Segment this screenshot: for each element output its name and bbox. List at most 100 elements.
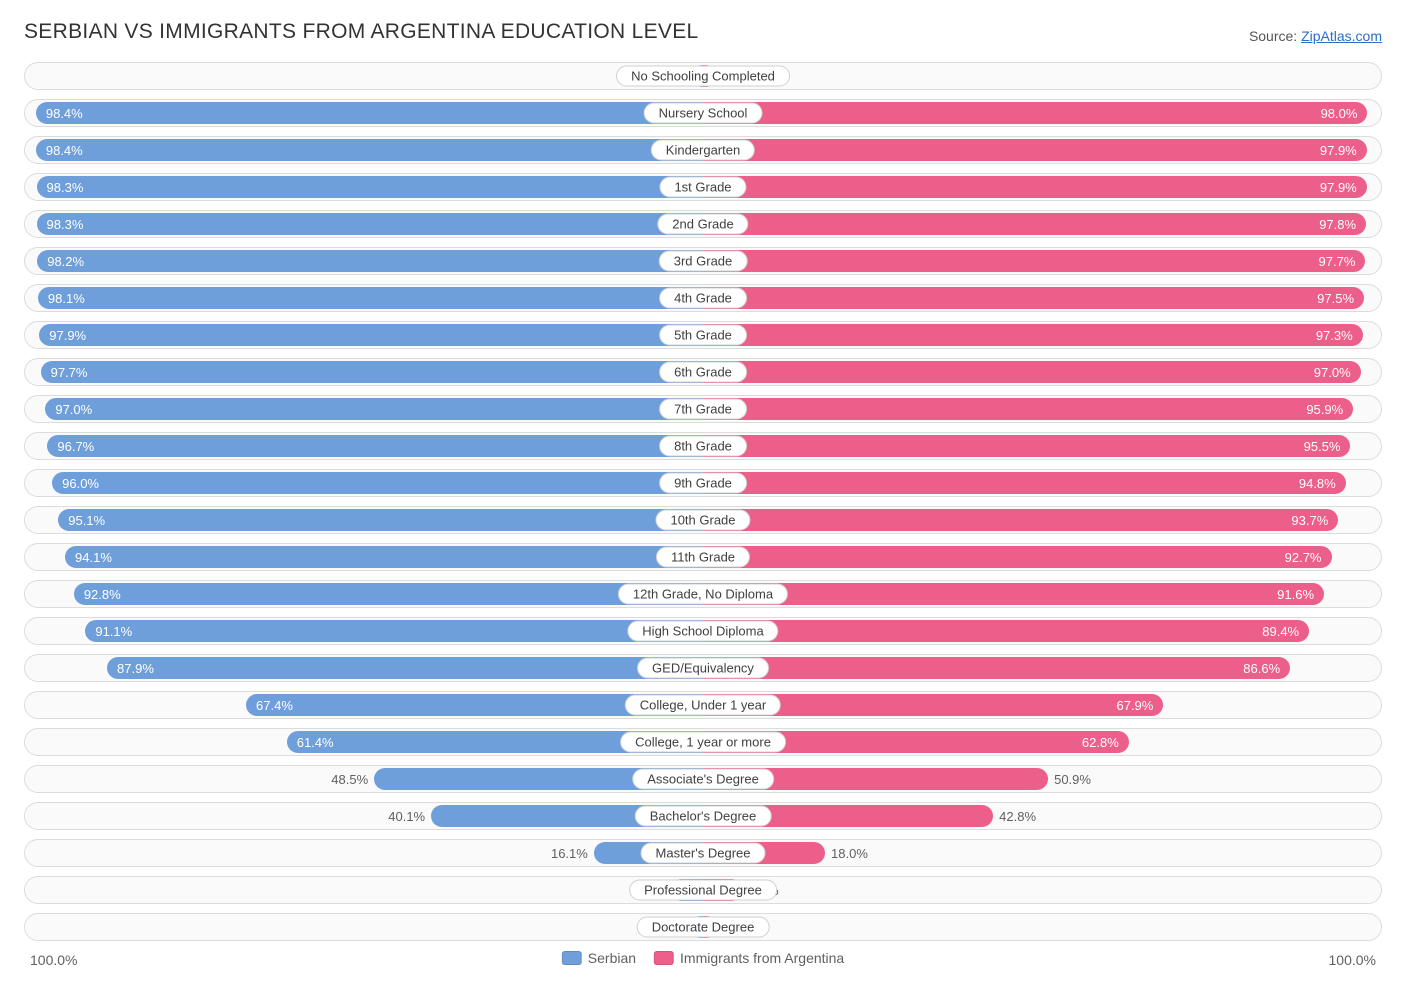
legend-label-left: Serbian	[588, 950, 636, 966]
bar-right: 89.4%	[703, 620, 1309, 642]
bar-right: 97.0%	[703, 361, 1361, 383]
category-label: 5th Grade	[659, 325, 747, 346]
category-label: 10th Grade	[655, 510, 750, 531]
category-label: Nursery School	[644, 103, 763, 124]
bar-value-right: 91.6%	[1267, 587, 1324, 602]
bar-value-left: 92.8%	[74, 587, 131, 602]
chart-row: 98.2% 97.7% 3rd Grade	[24, 247, 1382, 275]
bar-right: 97.9%	[703, 176, 1367, 198]
bar-value-right: 89.4%	[1252, 624, 1309, 639]
chart-row: 87.9% 86.6% GED/Equivalency	[24, 654, 1382, 682]
bar-left: 97.7%	[41, 361, 703, 383]
category-label: 4th Grade	[659, 288, 747, 309]
bar-right: 97.8%	[703, 213, 1366, 235]
bar-left: 97.9%	[39, 324, 703, 346]
bar-value-left: 96.0%	[52, 476, 109, 491]
bar-value-left: 98.4%	[36, 106, 93, 121]
chart-row: 91.1%89.4%High School Diploma	[24, 617, 1382, 645]
bar-value-right: 95.5%	[1294, 439, 1351, 454]
bar-right: 98.0%	[703, 102, 1367, 124]
category-label: Master's Degree	[641, 843, 766, 864]
bar-value-right: 62.8%	[1072, 735, 1129, 750]
bar-value-right: 97.8%	[1309, 217, 1366, 232]
bar-value-left: 16.1%	[551, 840, 594, 866]
chart-row: 96.7%95.5%8th Grade	[24, 432, 1382, 460]
bar-right: 95.5%	[703, 435, 1350, 457]
chart-row: 98.4%97.9%Kindergarten	[24, 136, 1382, 164]
chart-row: 97.0% 95.9%7th Grade	[24, 395, 1382, 423]
bar-right: 95.9%	[703, 398, 1353, 420]
bar-value-right: 86.6%	[1233, 661, 1290, 676]
category-label: 11th Grade	[656, 547, 750, 568]
chart-footer: 100.0% Serbian Immigrants from Argentina…	[24, 950, 1382, 974]
category-label: No Schooling Completed	[616, 66, 790, 87]
legend-item-left: Serbian	[562, 950, 636, 966]
header: SERBIAN VS IMMIGRANTS FROM ARGENTINA EDU…	[24, 20, 1382, 44]
axis-max-left: 100.0%	[30, 952, 77, 968]
category-label: College, Under 1 year	[625, 695, 781, 716]
bar-value-right: 97.5%	[1307, 291, 1364, 306]
education-diverging-bar-chart: 1.7%2.1%No Schooling Completed 98.4% 98.0%…	[24, 62, 1382, 941]
bar-value-left: 98.1%	[38, 291, 95, 306]
chart-row: 40.1% 42.8% Bachelor's Degree	[24, 802, 1382, 830]
bar-value-right: 94.8%	[1289, 476, 1346, 491]
bar-right: 94.8%	[703, 472, 1346, 494]
legend-item-right: Immigrants from Argentina	[654, 950, 844, 966]
bar-value-left: 98.3%	[37, 180, 94, 195]
page-title: SERBIAN VS IMMIGRANTS FROM ARGENTINA EDU…	[24, 20, 699, 44]
category-label: 3rd Grade	[659, 251, 748, 272]
chart-row: 98.1% 97.5% 4th Grade	[24, 284, 1382, 312]
bar-left: 98.3%	[37, 213, 703, 235]
bar-left: 98.1%	[38, 287, 703, 309]
bar-left: 98.4%	[36, 139, 703, 161]
bar-value-left: 95.1%	[58, 513, 115, 528]
bar-value-left: 67.4%	[246, 698, 303, 713]
category-label: Doctorate Degree	[637, 917, 770, 938]
category-label: 12th Grade, No Diploma	[618, 584, 788, 605]
chart-row: 97.7% 97.0% 6th Grade	[24, 358, 1382, 386]
bar-value-left: 40.1%	[388, 803, 431, 829]
bar-left: 87.9%	[107, 657, 703, 679]
category-label: 7th Grade	[659, 399, 747, 420]
legend-swatch-right	[654, 951, 674, 965]
chart-row: 48.5%50.9%Associate's Degree	[24, 765, 1382, 793]
bar-value-left: 96.7%	[47, 439, 104, 454]
chart-row: 96.0%94.8%9th Grade	[24, 469, 1382, 497]
category-label: GED/Equivalency	[637, 658, 769, 679]
bar-right: 93.7%	[703, 509, 1338, 531]
category-label: 6th Grade	[659, 362, 747, 383]
chart-row: 95.1% 93.7%10th Grade	[24, 506, 1382, 534]
bar-value-right: 97.7%	[1309, 254, 1366, 269]
bar-right: 97.7%	[703, 250, 1365, 272]
bar-value-left: 97.0%	[45, 402, 102, 417]
category-label: 1st Grade	[659, 177, 746, 198]
legend-swatch-left	[562, 951, 582, 965]
chart-row: 61.4%62.8%College, 1 year or more	[24, 728, 1382, 756]
chart-row: 1.7%2.1%No Schooling Completed	[24, 62, 1382, 90]
bar-value-right: 50.9%	[1048, 766, 1091, 792]
source-link[interactable]: ZipAtlas.com	[1301, 28, 1382, 44]
bar-value-right: 97.0%	[1304, 365, 1361, 380]
bar-value-left: 98.3%	[37, 217, 94, 232]
chart-row: 97.9% 97.3% 5th Grade	[24, 321, 1382, 349]
bar-value-left: 48.5%	[331, 766, 374, 792]
bar-right: 97.9%	[703, 139, 1367, 161]
chart-row: 94.1% 92.7% 11th Grade	[24, 543, 1382, 571]
bar-right: 97.5%	[703, 287, 1364, 309]
bar-value-right: 42.8%	[993, 803, 1036, 829]
legend: Serbian Immigrants from Argentina	[562, 950, 844, 966]
chart-row: 16.1%18.0%Master's Degree	[24, 839, 1382, 867]
bar-value-right: 97.3%	[1306, 328, 1363, 343]
chart-row: 4.8%5.9%Professional Degree	[24, 876, 1382, 904]
bar-left: 96.7%	[47, 435, 703, 457]
bar-value-left: 87.9%	[107, 661, 164, 676]
bar-value-right: 92.7%	[1275, 550, 1332, 565]
legend-label-right: Immigrants from Argentina	[680, 950, 844, 966]
category-label: Bachelor's Degree	[635, 806, 772, 827]
bar-value-right: 67.9%	[1106, 698, 1163, 713]
bar-value-left: 94.1%	[65, 550, 122, 565]
bar-value-left: 98.2%	[37, 254, 94, 269]
bar-value-right: 98.0%	[1311, 106, 1368, 121]
bar-left: 95.1%	[58, 509, 703, 531]
chart-row: 98.4% 98.0% Nursery School	[24, 99, 1382, 127]
